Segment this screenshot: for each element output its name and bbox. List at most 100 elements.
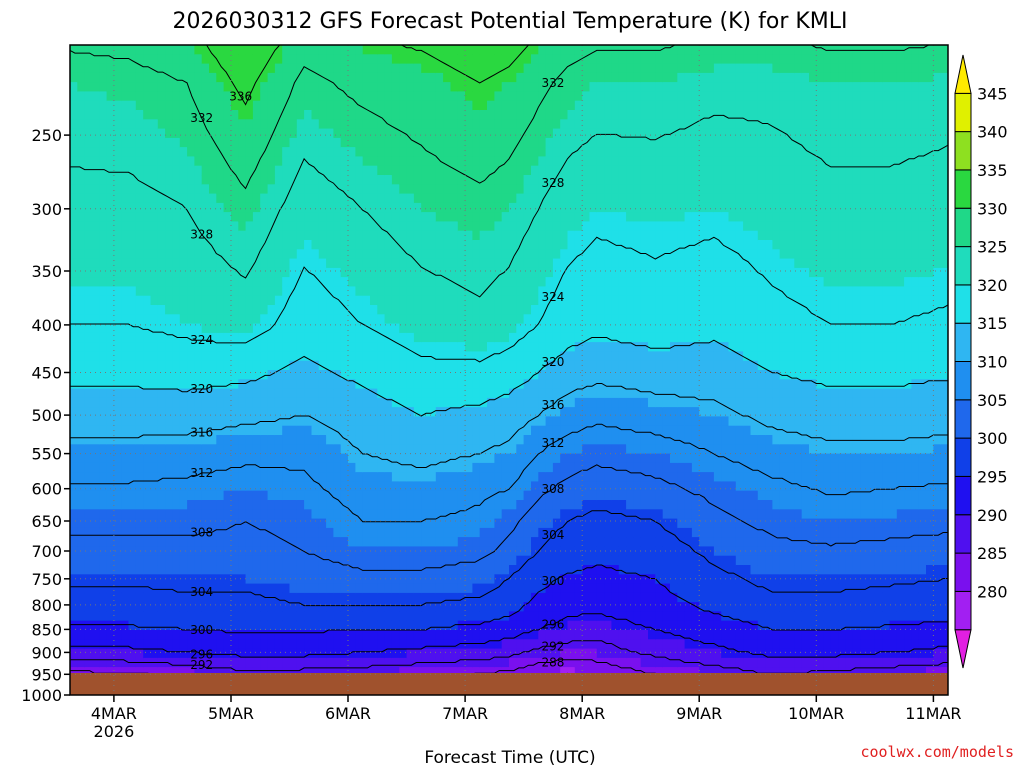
theta-cell — [84, 527, 93, 538]
theta-cell — [179, 137, 188, 148]
theta-cell — [296, 500, 305, 510]
theta-cell — [567, 667, 576, 677]
theta-cell — [267, 165, 276, 176]
theta-cell — [223, 648, 232, 659]
theta-cell — [384, 82, 393, 92]
theta-cell — [92, 314, 100, 325]
theta-cell — [165, 462, 173, 473]
theta-cell — [406, 119, 415, 130]
theta-cell — [113, 407, 122, 417]
theta-cell — [260, 295, 269, 306]
theta-cell — [574, 240, 583, 250]
theta-cell — [201, 175, 210, 185]
theta-cell — [311, 249, 320, 260]
theta-cell — [99, 72, 108, 83]
theta-cell — [179, 546, 188, 557]
theta-cell — [552, 82, 561, 92]
theta-cell — [267, 667, 276, 677]
theta-cell — [413, 100, 422, 111]
theta-cell — [443, 565, 451, 575]
theta-cell — [370, 175, 378, 185]
theta-cell — [150, 639, 159, 650]
theta-cell — [172, 555, 181, 566]
theta-cell — [465, 565, 473, 575]
theta-cell — [201, 230, 210, 241]
theta-cell — [465, 128, 473, 139]
theta-cell — [501, 100, 510, 111]
theta-cell — [516, 63, 525, 74]
theta-cell — [472, 100, 481, 111]
theta-cell — [231, 574, 239, 585]
theta-cell — [289, 537, 298, 547]
theta-cell — [377, 295, 386, 306]
theta-cell — [113, 202, 122, 213]
theta-cell — [362, 407, 371, 417]
theta-cell — [370, 91, 378, 102]
theta-cell — [231, 110, 239, 120]
theta-cell — [560, 370, 569, 380]
theta-cell — [128, 416, 137, 427]
theta-cell — [318, 648, 327, 659]
theta-cell — [311, 657, 320, 668]
theta-cell — [282, 453, 291, 464]
theta-cell — [377, 277, 386, 287]
theta-cell — [574, 444, 583, 455]
theta-cell — [523, 100, 532, 111]
theta-cell — [157, 193, 166, 204]
theta-cell — [194, 630, 203, 640]
theta-cell — [413, 546, 422, 557]
theta-cell — [457, 416, 466, 427]
theta-cell — [121, 305, 130, 315]
theta-cell — [289, 202, 298, 213]
theta-cell — [113, 537, 122, 547]
theta-cell — [362, 425, 371, 436]
theta-cell — [494, 277, 503, 287]
theta-cell — [574, 91, 583, 102]
theta-cell — [99, 453, 108, 464]
theta-cell — [311, 100, 320, 111]
theta-cell — [399, 509, 408, 520]
theta-cell — [501, 249, 510, 260]
theta-cell — [216, 314, 225, 325]
theta-cell — [552, 314, 561, 325]
theta-cell — [187, 277, 195, 287]
theta-cell — [348, 453, 356, 464]
theta-cell — [92, 602, 100, 612]
theta-cell — [560, 444, 569, 455]
theta-cell — [157, 54, 166, 65]
theta-cell — [318, 481, 327, 492]
theta-cell — [509, 472, 517, 482]
theta-cell — [523, 472, 532, 482]
theta-cell — [282, 518, 291, 529]
theta-cell — [223, 91, 232, 102]
theta-cell — [509, 518, 517, 529]
theta-cell — [267, 472, 276, 482]
theta-cell — [391, 100, 400, 111]
theta-cell — [494, 407, 503, 417]
theta-cell — [106, 602, 115, 612]
theta-cell — [150, 500, 159, 510]
theta-cell — [165, 100, 173, 111]
theta-cell — [509, 137, 517, 148]
theta-cell — [289, 193, 298, 204]
theta-cell — [99, 332, 108, 343]
theta-cell — [304, 305, 312, 315]
theta-cell — [296, 258, 305, 269]
theta-cell — [143, 472, 152, 482]
theta-cell — [231, 221, 239, 232]
theta-cell — [245, 565, 254, 575]
theta-cell — [538, 323, 547, 334]
theta-cell — [92, 527, 100, 538]
theta-cell — [574, 648, 583, 659]
theta-cell — [479, 537, 488, 547]
theta-cell — [443, 323, 451, 334]
theta-cell — [326, 240, 334, 250]
theta-cell — [355, 472, 364, 482]
theta-cell — [355, 360, 364, 371]
theta-cell — [509, 156, 517, 167]
theta-cell — [267, 388, 276, 399]
theta-cell — [516, 611, 525, 622]
theta-cell — [443, 397, 451, 408]
theta-cell — [113, 110, 122, 120]
theta-cell — [531, 667, 539, 677]
